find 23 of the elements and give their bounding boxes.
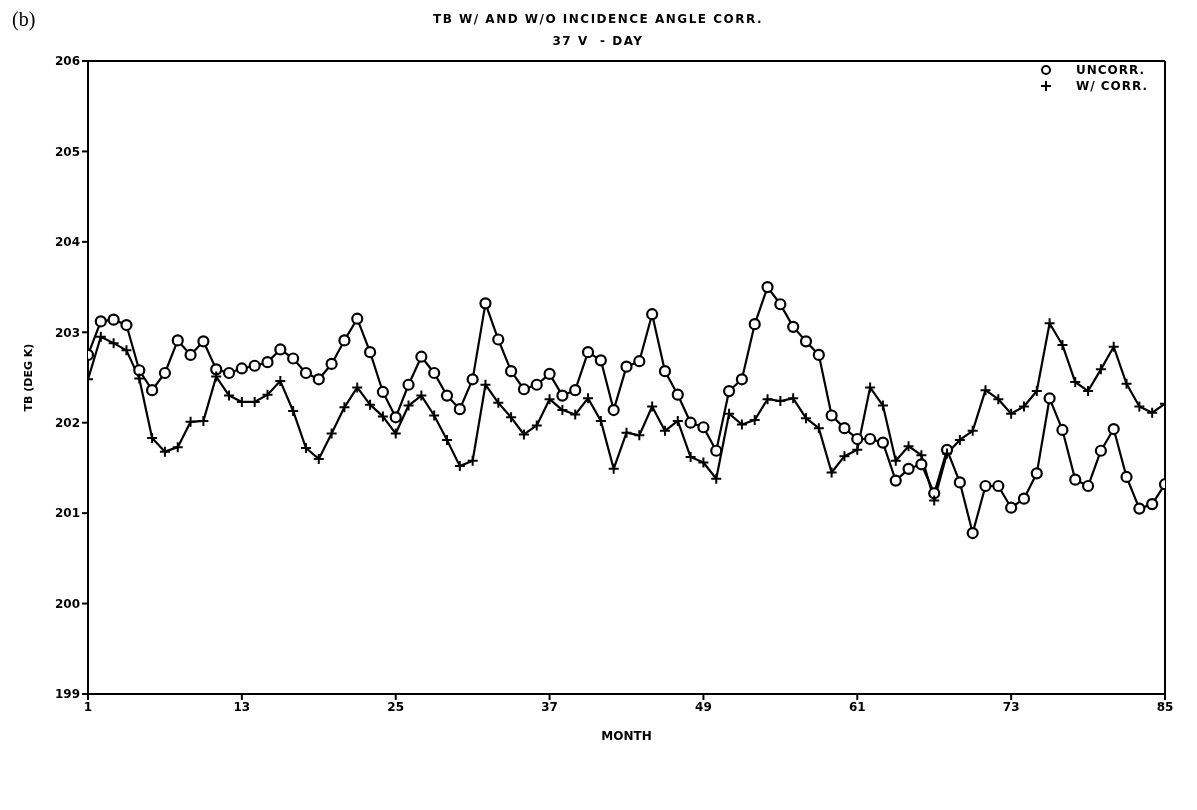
text: (b) [12, 8, 36, 31]
y-tick-label: 204 [54, 235, 80, 250]
y-tick-label: 200 [54, 596, 80, 611]
x-tick-label: 37 [541, 699, 558, 714]
legend-label: UNCORR. [1075, 63, 1145, 77]
chart-subtitle: 37 V - DAY [552, 34, 644, 48]
y-tick-label: 199 [54, 687, 80, 702]
y-tick-label: 206 [54, 54, 80, 69]
y-tick-label: 201 [54, 506, 80, 521]
x-tick-label: 13 [233, 699, 251, 714]
y-tick-label: 205 [54, 144, 80, 159]
x-tick-label: 73 [1002, 699, 1020, 714]
x-tick-label: 25 [387, 699, 405, 714]
x-tick-label: 49 [695, 699, 712, 714]
x-axis-title: MONTH [601, 729, 652, 743]
legend-label: W/ CORR. [1075, 79, 1148, 93]
x-tick-label: 61 [848, 699, 866, 714]
y-axis-title: TB (DEG K) [21, 343, 35, 412]
y-tick-label: 202 [54, 415, 80, 430]
y-tick-label: 203 [54, 325, 80, 340]
x-tick-label: 85 [1156, 699, 1174, 714]
x-tick-label: 1 [83, 699, 93, 714]
chart-title: TB W/ AND W/O INCIDENCE ANGLE CORR. [433, 12, 763, 26]
